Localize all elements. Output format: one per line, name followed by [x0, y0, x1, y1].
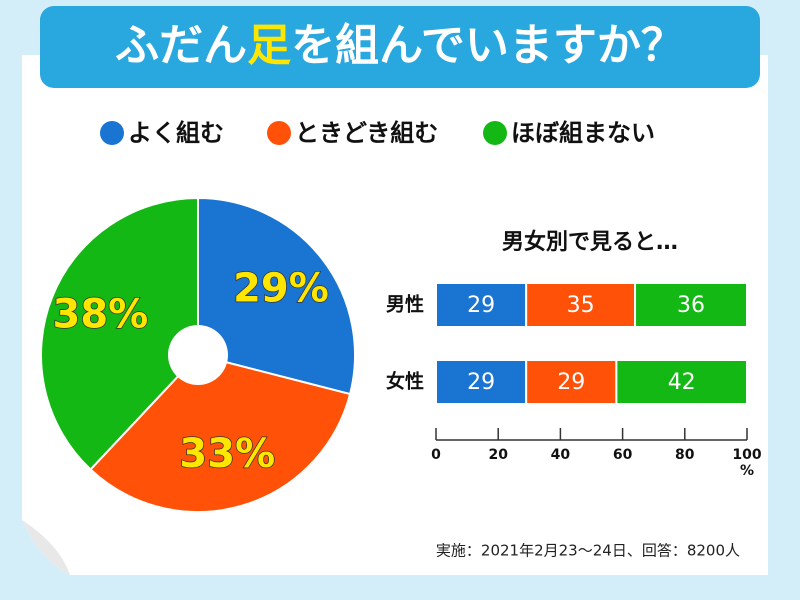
- title: ふだん足を組んでいますか？: [115, 20, 685, 71]
- bar-value-label: 29: [467, 293, 495, 318]
- footnote: 実施：2021年2月23〜24日、回答：8200人: [436, 542, 740, 560]
- y-tick-label: 女性: [386, 370, 424, 393]
- y-tick-label: 男性: [386, 293, 424, 316]
- x-tick-label: 20: [488, 447, 508, 463]
- legend-marker: [483, 121, 507, 145]
- title-banner: [40, 6, 760, 88]
- x-tick-label: 100: [732, 447, 761, 463]
- legend-marker: [267, 121, 291, 145]
- title-part: ふだん: [115, 20, 247, 71]
- legend-label: よく組む: [128, 119, 224, 147]
- bar-segment: [525, 359, 618, 405]
- x-tick-label: 40: [551, 447, 571, 463]
- pie-slice: [197, 196, 356, 396]
- x-tick-label: 80: [675, 447, 695, 463]
- pie-slice: [89, 353, 352, 513]
- bar-value-label: 42: [668, 370, 696, 395]
- legend-marker: [100, 121, 124, 145]
- bar-value-label: 29: [557, 370, 585, 395]
- bar-value-label: 36: [677, 293, 705, 318]
- pie-hole: [168, 325, 228, 385]
- chart-title: 男女別で見ると…: [502, 229, 678, 255]
- bar-segment: [615, 359, 748, 405]
- bar-value-label: 29: [467, 370, 495, 395]
- paper-curl: [22, 520, 70, 575]
- x-tick-label: 60: [613, 447, 633, 463]
- bar-segment: [435, 359, 528, 405]
- pie-label: 33%: [179, 431, 275, 477]
- bar-segment: [634, 282, 748, 328]
- x-tick-label: 0: [431, 447, 441, 463]
- bar-segment: [435, 282, 528, 328]
- title-part: を組んでいますか？: [291, 20, 685, 71]
- bar-value-label: 35: [567, 293, 595, 318]
- x-axis-label: %: [740, 463, 754, 479]
- pie-label: 29%: [233, 266, 329, 312]
- title-highlight: 足: [247, 20, 291, 71]
- pie-label: 38%: [52, 291, 148, 337]
- pie-slice: [40, 196, 199, 471]
- legend-label: ときどき組む: [295, 119, 438, 147]
- legend-label: ほぼ組まない: [511, 119, 655, 147]
- bar-segment: [525, 282, 637, 328]
